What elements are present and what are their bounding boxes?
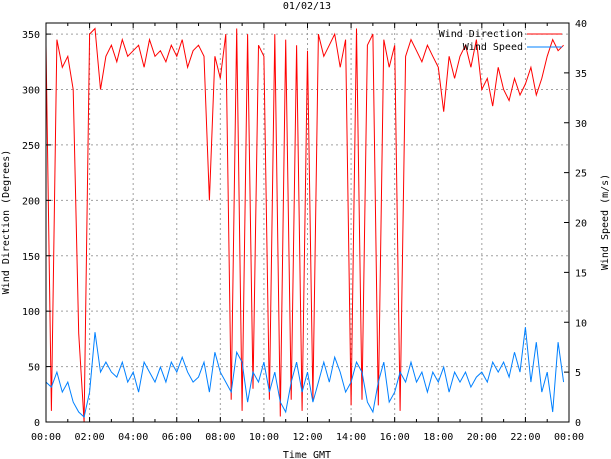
x-tick-label: 00:00 [554, 432, 584, 443]
legend: Wind Direction Wind Speed [439, 29, 562, 53]
x-tick-label: 02:00 [75, 432, 105, 443]
legend-label-speed: Wind Speed [463, 42, 523, 53]
x-tick-label: 18:00 [423, 432, 453, 443]
y-axis-label: Wind Direction (Degrees) [1, 150, 12, 295]
y-tick-label: 0 [34, 418, 40, 429]
y2-tick-label: 35 [575, 69, 587, 80]
x-tick-label: 00:00 [31, 432, 61, 443]
x-tick-label: 16:00 [380, 432, 410, 443]
x-tick-label: 22:00 [510, 432, 540, 443]
y2-axis-label: Wind Speed (m/s) [600, 174, 611, 270]
x-tick-label: 06:00 [162, 432, 192, 443]
x-tick-label: 10:00 [249, 432, 279, 443]
grid [46, 23, 569, 422]
y2-tick-label: 0 [575, 418, 581, 429]
y2-tick-label: 20 [575, 219, 587, 230]
legend-label-direction: Wind Direction [439, 29, 523, 40]
x-tick-label: 04:00 [118, 432, 148, 443]
y-tick-label: 100 [22, 307, 40, 318]
y-tick-label: 150 [22, 252, 40, 263]
series-line-wind-speed [45, 327, 565, 418]
x-tick-label: 08:00 [205, 432, 235, 443]
series-line-wind-direction [45, 27, 564, 423]
y2-tick-label: 5 [575, 368, 581, 379]
x-tick-label: 14:00 [336, 432, 366, 443]
y-tick-label: 350 [22, 30, 40, 41]
y-tick-label: 250 [22, 141, 40, 152]
ticks: 0 50 100 150 200 250 300 350 0 5 10 15 20 25 30 35 40 00:… [22, 19, 587, 443]
y2-tick-label: 25 [575, 169, 587, 180]
x-tick-label: 20:00 [467, 432, 497, 443]
y2-tick-label: 30 [575, 119, 587, 130]
chart-title: 01/02/13 [283, 1, 331, 12]
x-tick-label: 12:00 [292, 432, 322, 443]
y-tick-label: 200 [22, 196, 40, 207]
y-tick-label: 50 [28, 363, 40, 374]
y2-tick-label: 40 [575, 19, 587, 30]
y-tick-label: 300 [22, 86, 40, 97]
x-axis-label: Time GMT [283, 450, 331, 459]
y2-tick-label: 10 [575, 318, 587, 329]
series-group [45, 27, 565, 423]
y2-tick-label: 15 [575, 268, 587, 279]
